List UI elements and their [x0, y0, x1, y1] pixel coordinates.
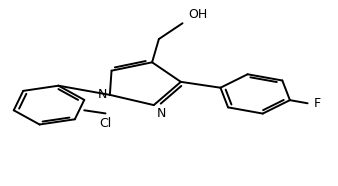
Text: N: N [157, 107, 167, 120]
Text: Cl: Cl [99, 117, 112, 130]
Text: F: F [314, 97, 321, 110]
Text: N: N [98, 88, 107, 101]
Text: OH: OH [189, 8, 208, 21]
